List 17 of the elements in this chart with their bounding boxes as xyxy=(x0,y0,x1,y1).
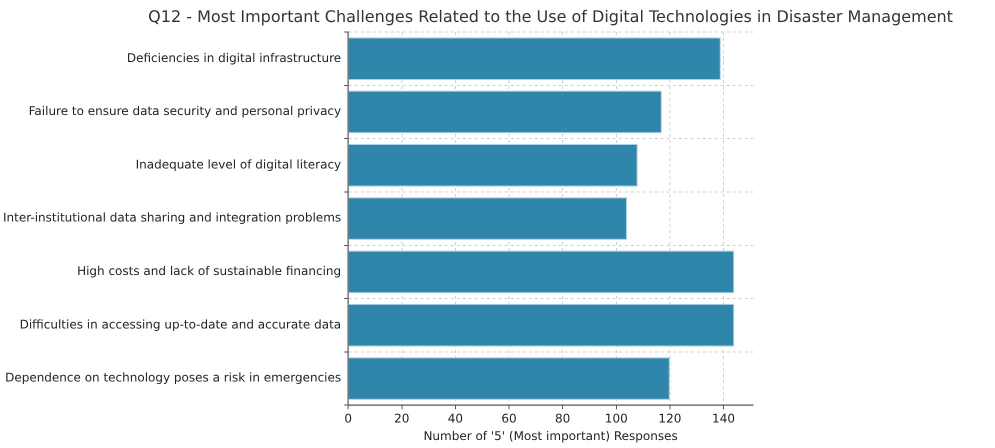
y-tick-label: Inadequate level of digital literacy xyxy=(136,157,342,172)
y-tick-label: Deficiencies in digital infrastructure xyxy=(126,50,342,65)
x-tick-label: 140 xyxy=(712,412,735,426)
y-tick-label: Failure to ensure data security and personal privacy xyxy=(28,104,342,118)
x-tick-label: 20 xyxy=(394,412,410,426)
y-tick-label: Difficulties in accessing up-to-date and accurate data xyxy=(20,317,342,332)
x-tick-label: 80 xyxy=(554,412,570,426)
x-tick-label: 0 xyxy=(344,412,352,426)
x-tick-label: 120 xyxy=(658,412,682,426)
x-tick-label: 40 xyxy=(448,412,464,426)
y-tick-label: Dependence on technology poses a risk in emergencies xyxy=(5,370,342,385)
x-tick-label: 100 xyxy=(604,412,628,426)
y-tick-label: Inter-institutional data sharing and integration problems xyxy=(2,210,342,225)
x-tick-label: 60 xyxy=(501,412,517,426)
chart-title: Q12 - Most Important Challenges Related to the Use of Digital Technologies in Disaster Management xyxy=(148,7,953,26)
x-axis-title: Number of '5' (Most important) Responses xyxy=(423,428,678,443)
y-tick-label: High costs and lack of sustainable financing xyxy=(77,264,342,278)
